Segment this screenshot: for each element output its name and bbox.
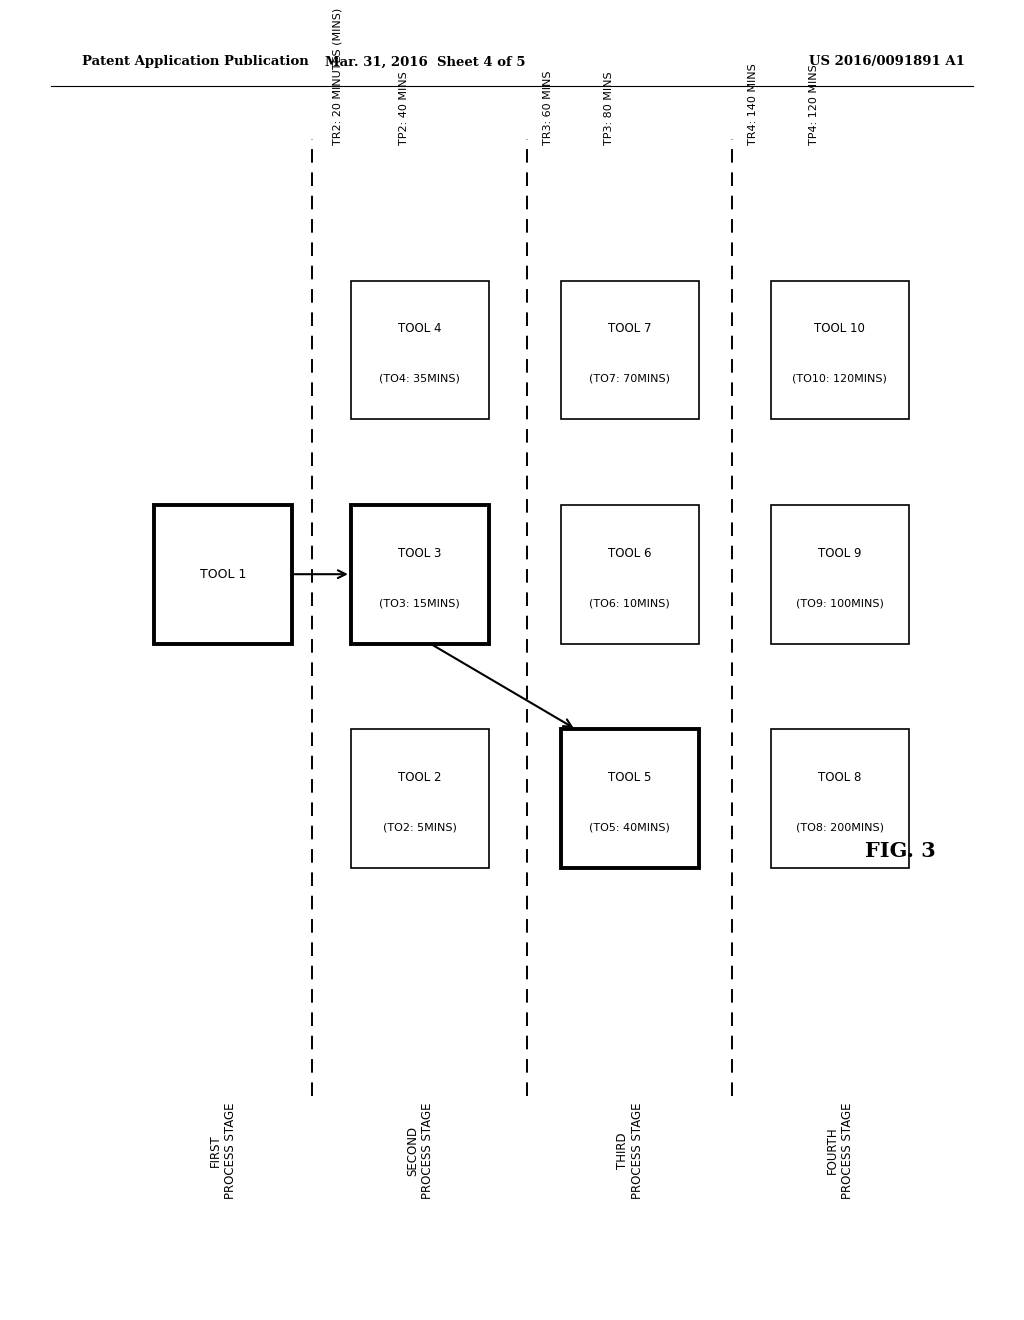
Bar: [771, 281, 909, 420]
Text: Patent Application Publication: Patent Application Publication: [82, 55, 308, 69]
Bar: [561, 281, 698, 420]
Text: TOOL 3: TOOL 3: [398, 546, 441, 560]
Bar: [561, 506, 698, 644]
Bar: [350, 281, 489, 420]
Bar: [154, 506, 292, 644]
Text: TOOL 1: TOOL 1: [200, 568, 246, 581]
Text: TR4: 140 MINS: TR4: 140 MINS: [748, 63, 758, 145]
Text: TOOL 9: TOOL 9: [818, 546, 861, 560]
Text: SECOND
PROCESS STAGE: SECOND PROCESS STAGE: [406, 1102, 434, 1199]
Text: THIRD
PROCESS STAGE: THIRD PROCESS STAGE: [615, 1102, 644, 1199]
Text: TOOL 6: TOOL 6: [608, 546, 651, 560]
Text: (TO9: 100MINS): (TO9: 100MINS): [796, 598, 884, 609]
Text: (TO7: 70MINS): (TO7: 70MINS): [589, 374, 671, 384]
Text: TOOL 7: TOOL 7: [608, 322, 651, 335]
Text: TOOL 4: TOOL 4: [398, 322, 441, 335]
Bar: [350, 729, 489, 869]
Text: TP3: 80 MINS: TP3: 80 MINS: [604, 71, 614, 145]
Text: (TO4: 35MINS): (TO4: 35MINS): [380, 374, 460, 384]
Text: TOOL 2: TOOL 2: [398, 771, 441, 784]
Text: FIRST
PROCESS STAGE: FIRST PROCESS STAGE: [209, 1102, 237, 1199]
Bar: [771, 506, 909, 644]
Text: TP4: 120 MINS: TP4: 120 MINS: [809, 65, 819, 145]
Text: Mar. 31, 2016  Sheet 4 of 5: Mar. 31, 2016 Sheet 4 of 5: [325, 55, 525, 69]
Text: (TO6: 10MINS): (TO6: 10MINS): [590, 598, 670, 609]
Text: FOURTH
PROCESS STAGE: FOURTH PROCESS STAGE: [825, 1102, 854, 1199]
Text: (TO8: 200MINS): (TO8: 200MINS): [796, 822, 884, 833]
Text: TOOL 8: TOOL 8: [818, 771, 861, 784]
Text: (TO5: 40MINS): (TO5: 40MINS): [590, 822, 670, 833]
Text: TOOL 5: TOOL 5: [608, 771, 651, 784]
Bar: [771, 729, 909, 869]
Bar: [350, 506, 489, 644]
Text: US 2016/0091891 A1: US 2016/0091891 A1: [809, 55, 965, 69]
Text: (TO3: 15MINS): (TO3: 15MINS): [380, 598, 460, 609]
Text: TR2: 20 MINUTES (MINS): TR2: 20 MINUTES (MINS): [333, 8, 343, 145]
Text: TR3: 60 MINS: TR3: 60 MINS: [543, 71, 553, 145]
Bar: [561, 729, 698, 869]
Text: (TO10: 120MINS): (TO10: 120MINS): [793, 374, 887, 384]
Text: TOOL 10: TOOL 10: [814, 322, 865, 335]
Text: TP2: 40 MINS: TP2: 40 MINS: [399, 71, 410, 145]
Text: (TO2: 5MINS): (TO2: 5MINS): [383, 822, 457, 833]
Text: FIG. 3: FIG. 3: [865, 841, 936, 862]
